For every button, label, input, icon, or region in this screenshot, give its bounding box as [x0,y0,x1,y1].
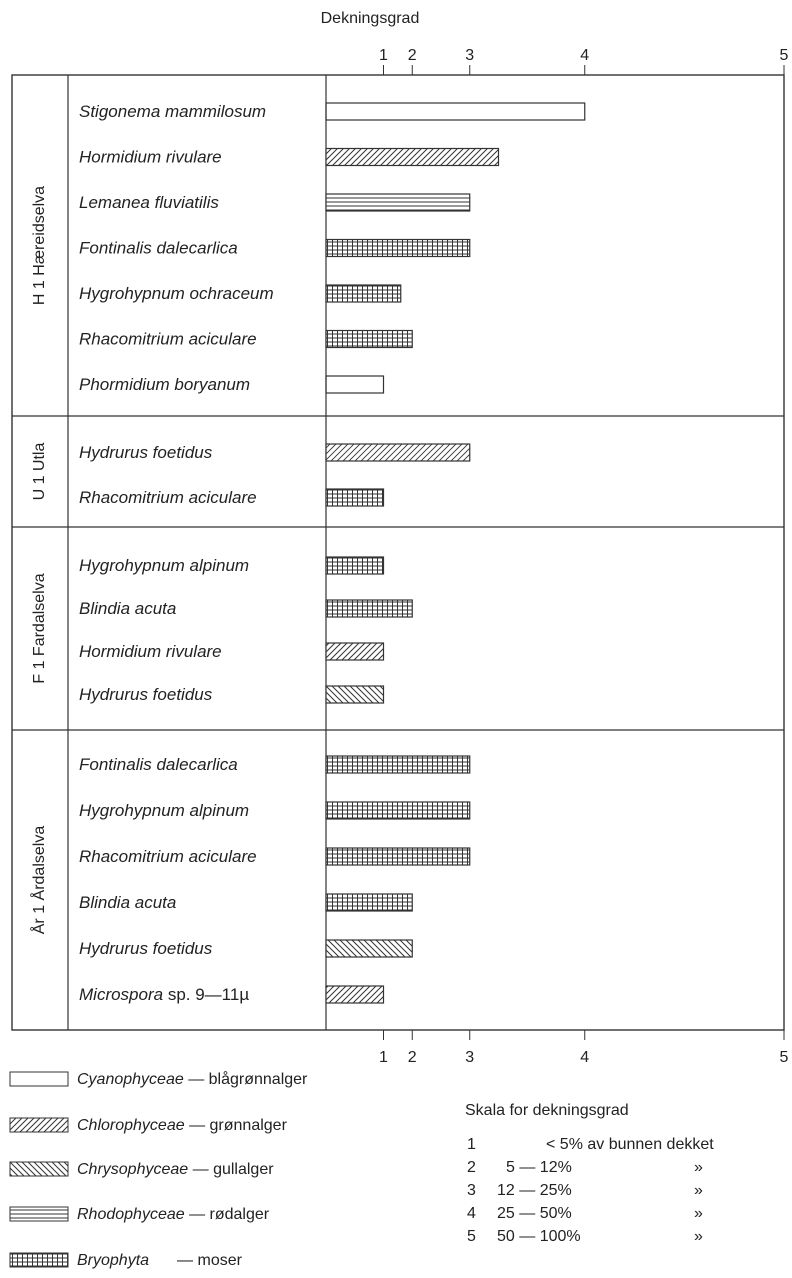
species-label: Hydrurus foetidus [79,939,213,958]
bottom-tick-label: 5 [780,1049,789,1066]
species-label: Blindia acuta [79,893,176,912]
bottom-tick-label: 3 [465,1049,474,1066]
species-label: Rhacomitrium aciculare [79,847,257,866]
coverage-bar [325,102,586,121]
species-label: Stigonema mammilosum [79,102,266,121]
coverage-bar [325,755,471,774]
coverage-bar [325,147,500,167]
coverage-bar [325,284,402,303]
bottom-tick-label: 2 [408,1049,417,1066]
coverage-bar [325,985,385,1004]
scale-range: 12 — 25% [497,1182,572,1199]
scale-table: Skala for dekningsgrad 1 < 5% av bunnen d… [465,1102,714,1245]
scale-ditto: » [694,1159,703,1176]
coverage-bar [325,847,471,866]
top-tick-label: 5 [780,47,789,64]
legend-swatch [9,1206,69,1222]
legend-label: Chrysophyceae — gullalger [77,1161,274,1178]
bottom-tick-label: 1 [379,1049,388,1066]
top-axis: 1 2 3 4 5 [379,47,789,75]
species-label: Microspora sp. 9—11µ [79,985,249,1004]
species-label: Hygrohypnum ochraceum [79,284,274,303]
coverage-bar [325,238,471,258]
species-label: Fontinalis dalecarlica [79,239,238,258]
group-label: U 1 Utla [31,443,48,501]
scale-ditto: » [694,1182,703,1199]
coverage-bar [325,599,413,618]
species-label: Blindia acuta [79,599,176,618]
species-label: Hygrohypnum alpinum [79,556,249,575]
species-label: Hormidium rivulare [79,642,222,661]
group-label: F 1 Fardalselva [31,573,48,683]
scale-level: 4 [467,1205,476,1222]
coverage-bar [325,642,385,661]
scale-range: 50 — 100% [497,1228,581,1245]
legend-label: Rhodophyceae — rødalger [77,1206,270,1223]
top-tick-label: 4 [580,47,589,64]
top-tick-label: 2 [408,47,417,64]
scale-level: 3 [467,1182,476,1199]
group-label: År 1 Årdalselva [29,826,48,935]
coverage-bar [325,893,413,912]
scale-title: Skala for dekningsgrad [465,1102,629,1119]
legend-label: Cyanophyceae — blågrønnalger [77,1070,308,1088]
scale-range: 25 — 50% [497,1205,572,1222]
top-tick-label: 3 [465,47,474,64]
coverage-bar [325,329,413,349]
scale-ditto: » [694,1228,703,1245]
group-label: H 1 Hæreidselva [31,186,48,305]
scale-range: 5 — 12% [506,1159,572,1176]
species-label: Rhacomitrium aciculare [79,330,257,349]
species-label: Hormidium rivulare [79,148,222,167]
bottom-axis: 1 2 3 4 5 [379,1030,789,1066]
species-label: Fontinalis dalecarlica [79,755,238,774]
species-label: Hydrurus foetidus [79,685,213,704]
coverage-bar [325,375,385,394]
coverage-bar [325,556,385,575]
chart-title: Dekningsgrad [321,10,420,27]
legend-swatch [9,1071,69,1087]
scale-ditto: » [694,1205,703,1222]
chart-frame [11,74,785,1031]
scale-range: < 5% av bunnen dekket [546,1136,714,1153]
scale-level: 2 [467,1159,476,1176]
coverage-bar [325,443,471,462]
coverage-bar [325,939,413,958]
legend: Cyanophyceae — blågrønnalger Chlorophycea… [9,1070,308,1269]
legend-label: Bryophyta — moser [77,1252,243,1269]
top-tick-label: 1 [379,47,388,64]
species-label: Hydrurus foetidus [79,443,213,462]
bottom-tick-label: 4 [580,1049,589,1066]
legend-label: Chlorophyceae — grønnalger [77,1117,288,1134]
species-label: Rhacomitrium aciculare [79,488,257,507]
legend-swatch [9,1252,69,1268]
coverage-bar [325,801,471,820]
species-label: Phormidium boryanum [79,375,250,394]
legend-swatch [9,1161,69,1177]
legend-swatch [9,1117,69,1133]
outer-border [11,74,785,1031]
coverage-bar [325,193,471,212]
species-label: Hygrohypnum alpinum [79,801,249,820]
scale-level: 5 [467,1228,476,1245]
chart-rows: H 1 Hæreidselva Stigonema mammilosum Hormi… [29,102,586,1004]
species-label: Lemanea fluviatilis [79,193,219,212]
coverage-bar [325,685,385,704]
coverage-bar [325,488,385,507]
scale-level: 1 [467,1136,476,1153]
